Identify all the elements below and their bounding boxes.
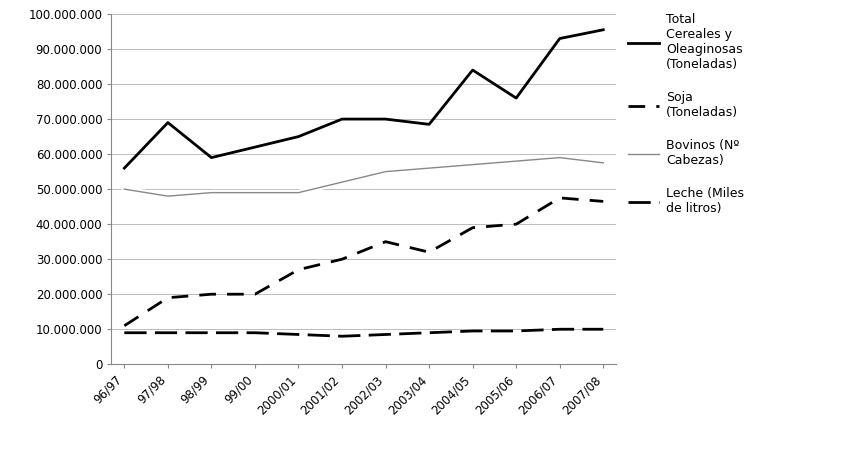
Legend: Total
Cereales y
Oleaginosas
(Toneladas), Soja
(Toneladas), Bovinos (Nº
Cabezas): Total Cereales y Oleaginosas (Toneladas)… [627,13,745,215]
